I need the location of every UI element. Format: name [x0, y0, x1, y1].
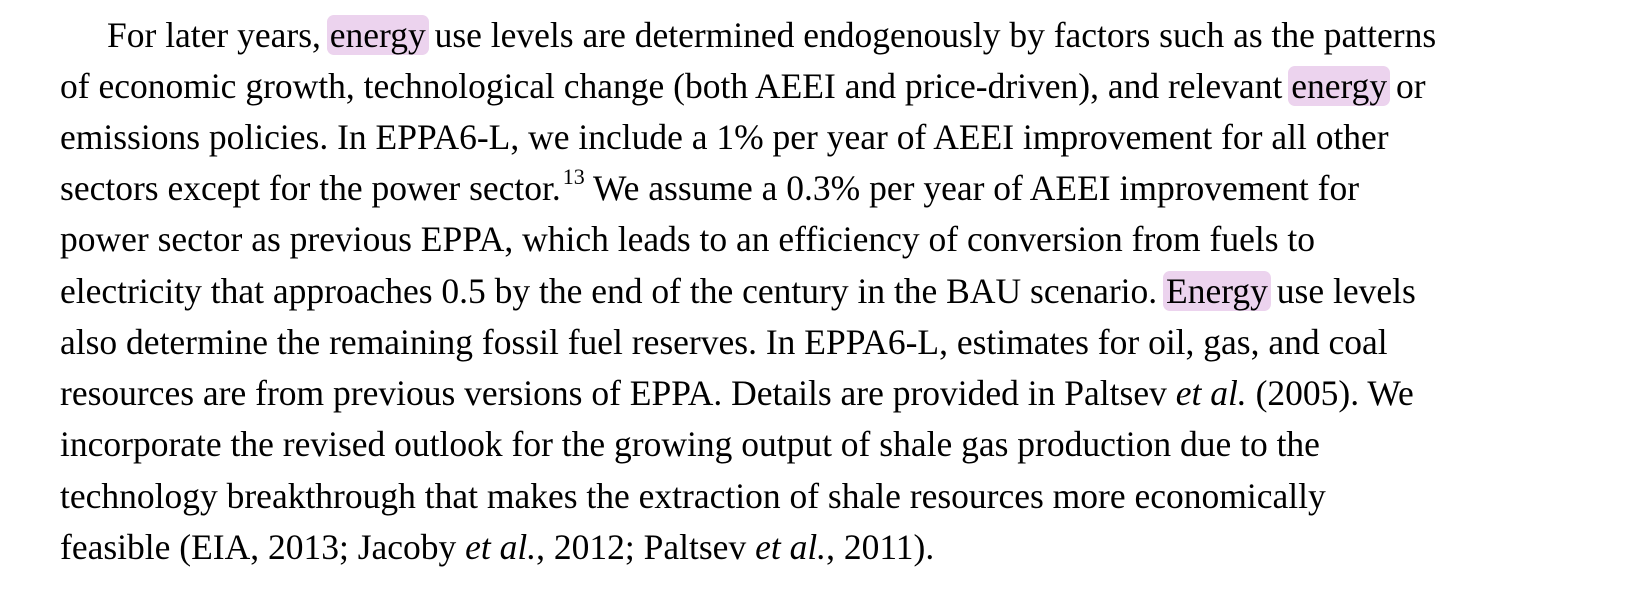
paragraph-line-2: of economic growth, technological change…	[60, 60, 1426, 112]
paragraph-line-6: electricity that approaches 0.5 by the e…	[60, 265, 1416, 317]
text-span: or	[1387, 66, 1426, 106]
search-highlight[interactable]: energy	[1288, 66, 1391, 106]
text-span: use levels are determined endogenously b…	[425, 15, 1437, 55]
paragraph-line-9: incorporate the revised outlook for the …	[60, 424, 1320, 464]
text-span: sectors except for the power sector.	[60, 168, 561, 208]
paragraph-line-4: sectors except for the power sector.13 W…	[60, 162, 1359, 214]
text-span: use levels	[1267, 271, 1416, 311]
text-span: of economic growth, technological change…	[60, 66, 1292, 106]
italic-text: et al.	[755, 527, 827, 567]
text-span: (2005). We	[1246, 373, 1414, 413]
italic-text: et al.	[1175, 373, 1247, 413]
paragraph-line-10: technology breakthrough that makes the e…	[60, 476, 1326, 516]
paragraph-line-7: also determine the remaining fossil fuel…	[60, 322, 1388, 362]
search-highlight[interactable]: Energy	[1163, 271, 1271, 311]
text-span: feasible (EIA, 2013; Jacoby	[60, 527, 466, 567]
text-span: We assume a 0.3% per year of AEEI improv…	[584, 168, 1360, 208]
text-span: For later years,	[107, 15, 330, 55]
text-span: , 2011).	[826, 527, 935, 567]
paragraph-line-3: emissions policies. In EPPA6-L, we inclu…	[60, 117, 1389, 157]
paragraph-line-8: resources are from previous versions of …	[60, 367, 1414, 419]
paragraph-line-11: feasible (EIA, 2013; Jacoby et al., 2012…	[60, 521, 934, 573]
paragraph-line-5: power sector as previous EPPA, which lea…	[60, 219, 1316, 259]
paragraph-line-1: For later years, energy use levels are d…	[107, 9, 1436, 61]
search-highlight[interactable]: energy	[326, 15, 429, 55]
text-span: electricity that approaches 0.5 by the e…	[60, 271, 1167, 311]
text-span: resources are from previous versions of …	[60, 373, 1176, 413]
text-span: , 2012; Paltsev	[536, 527, 756, 567]
footnote-marker[interactable]: 13	[562, 164, 585, 189]
italic-text: et al.	[465, 527, 537, 567]
